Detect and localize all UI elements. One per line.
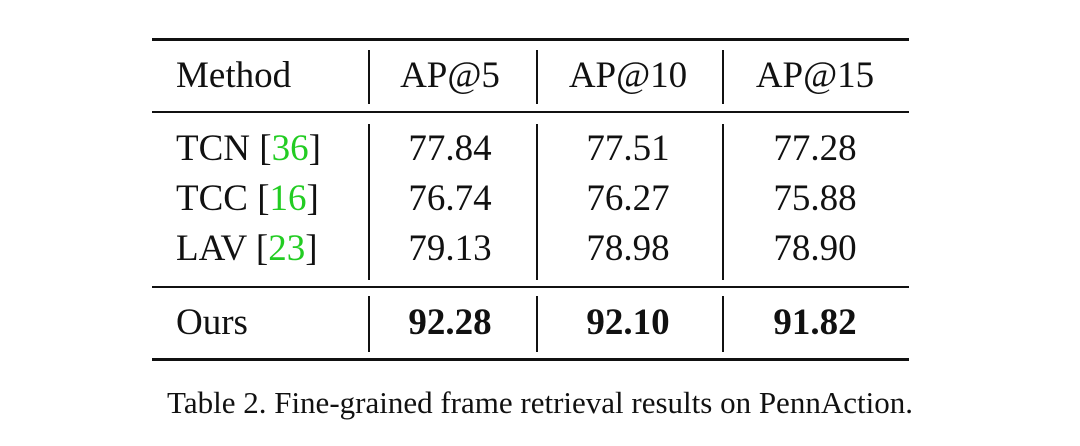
- column-separator: [536, 296, 538, 352]
- header-cell: Method: [176, 55, 292, 96]
- citation: [16]: [257, 178, 319, 219]
- value-cell: 76.74: [408, 178, 492, 219]
- column-separator: [368, 124, 370, 280]
- column-separator: [722, 50, 724, 104]
- method-cell: TCC [16]: [176, 177, 319, 221]
- method-cell: TCN [36]: [176, 127, 321, 171]
- value-cell: 75.88: [773, 178, 857, 219]
- header-cell: AP@10: [568, 55, 688, 96]
- header-cell: AP@15: [755, 55, 875, 96]
- citation: [23]: [255, 228, 318, 269]
- value-cell: 78.98: [586, 228, 670, 269]
- top-rule: [152, 38, 909, 41]
- column-separator: [368, 296, 370, 352]
- bottom-rule: [152, 358, 909, 361]
- method-name: LAV: [176, 228, 247, 269]
- column-separator: [368, 50, 370, 104]
- value-cell: 76.27: [586, 178, 670, 219]
- column-separator: [536, 124, 538, 280]
- value-cell: 91.82: [773, 302, 857, 343]
- value-cell: 79.13: [408, 228, 492, 269]
- value-cell: 78.90: [773, 228, 857, 269]
- column-separator: [722, 124, 724, 280]
- header-cell: AP@5: [400, 55, 500, 96]
- value-cell: 77.28: [773, 128, 857, 169]
- value-cell: 77.84: [408, 128, 492, 169]
- column-separator: [722, 296, 724, 352]
- caption: Table 2. Fine-grained frame retrieval re…: [167, 385, 913, 420]
- citation: [36]: [259, 128, 321, 169]
- value-cell: 92.28: [408, 302, 492, 343]
- method-name: TCN: [176, 128, 250, 169]
- column-separator: [536, 50, 538, 104]
- value-cell: 77.51: [586, 128, 670, 169]
- header-rule: [152, 111, 909, 113]
- method-cell: Ours: [176, 302, 248, 343]
- value-cell: 92.10: [586, 302, 670, 343]
- method-cell: LAV [23]: [176, 227, 318, 271]
- mid-rule: [152, 286, 909, 288]
- method-name: TCC: [176, 178, 248, 219]
